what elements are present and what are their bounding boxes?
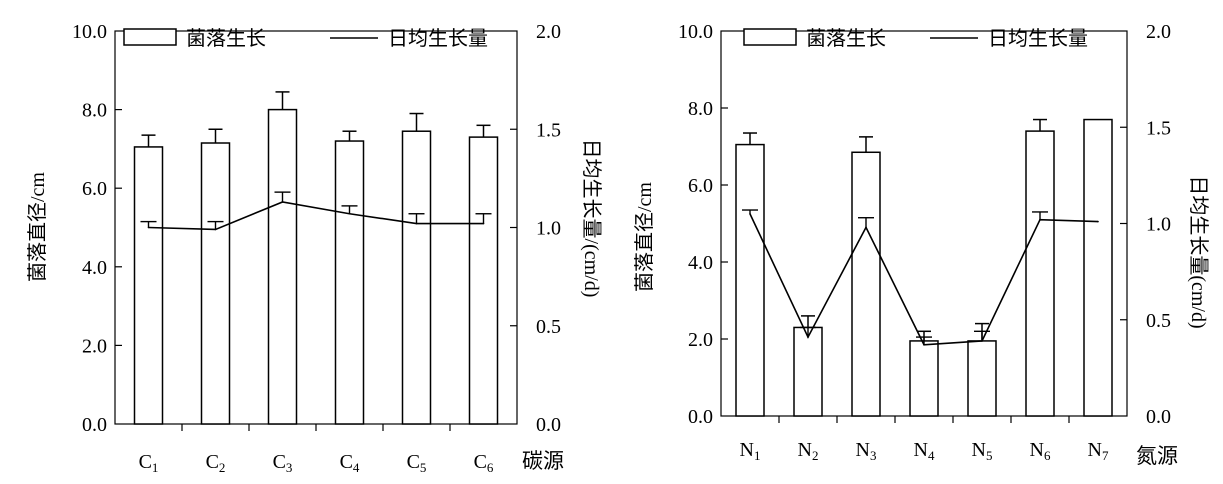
bar-C5 <box>401 130 432 425</box>
x-axis-label: 碳源 <box>522 449 564 473</box>
x-category-label: C4 <box>340 451 360 475</box>
y-right-tick-label: 0.5 <box>1146 310 1171 332</box>
y-tick-label: 0.0 <box>688 406 713 428</box>
x-category-label: N6 <box>1030 439 1051 463</box>
bar-N1 <box>735 143 765 417</box>
x-category-subscript: 6 <box>487 460 494 475</box>
y-right-axis-label: 日均生长量(cm/d) <box>1187 175 1210 328</box>
bar-C1 <box>133 146 164 425</box>
legend-swatch-bar <box>123 28 177 46</box>
y-right-tick-label: 0.0 <box>536 414 561 436</box>
y-tick-label: 2.0 <box>82 335 107 357</box>
x-category-base: N <box>798 439 812 461</box>
x-category-subscript: 1 <box>754 448 761 463</box>
x-category-base: N <box>1088 439 1102 461</box>
bar-C2 <box>200 142 231 425</box>
y-tick-label: 2.0 <box>688 329 713 351</box>
y-axis-label: 菌落直径/cm <box>633 182 656 292</box>
y-right-tick-label: 1.5 <box>1146 117 1171 139</box>
x-category-label: C2 <box>206 451 226 475</box>
y-tick-label: 6.0 <box>82 178 107 200</box>
y-tick-label: 10.0 <box>72 21 107 43</box>
y-right-tick-label: 2.0 <box>536 21 561 43</box>
x-category-subscript: 1 <box>152 460 159 475</box>
bar-C4 <box>334 140 365 425</box>
legend-label-line: 日均生长量 <box>388 27 488 50</box>
y-tick-label: 0.0 <box>82 414 107 436</box>
y-right-tick-label: 1.5 <box>536 119 561 141</box>
x-category-subscript: 6 <box>1044 448 1051 463</box>
y-tick-label: 10.0 <box>678 21 713 43</box>
y-tick-label: 8.0 <box>688 98 713 120</box>
legend-label-bar: 菌落生长 <box>806 27 886 50</box>
bar-N7 <box>1083 118 1113 417</box>
x-category-subscript: 4 <box>353 460 360 475</box>
bar-N4 <box>909 340 939 417</box>
y-right-tick-label: 2.0 <box>1146 21 1171 43</box>
y-right-tick-label: 1.0 <box>1146 214 1171 236</box>
x-category-base: C <box>340 451 353 473</box>
x-axis-label: 氮源 <box>1136 444 1178 468</box>
y-right-tick-label: 1.0 <box>536 218 561 240</box>
x-category-base: C <box>139 451 152 473</box>
x-category-label: N1 <box>740 439 761 463</box>
bar-N6 <box>1025 130 1055 417</box>
bar-N3 <box>851 151 881 417</box>
y-tick-label: 4.0 <box>688 252 713 274</box>
x-category-subscript: 5 <box>986 448 993 463</box>
x-category-base: C <box>407 451 420 473</box>
x-category-base: N <box>740 439 754 461</box>
x-category-label: C3 <box>273 451 293 475</box>
x-category-subscript: 3 <box>870 448 877 463</box>
x-category-base: N <box>914 439 928 461</box>
x-category-label: C5 <box>407 451 427 475</box>
x-category-label: N7 <box>1088 439 1109 463</box>
x-category-label: C6 <box>474 451 494 475</box>
x-category-base: C <box>273 451 286 473</box>
x-category-base: C <box>474 451 487 473</box>
legend-swatch-bar <box>743 28 797 46</box>
y-axis-label: 菌落直径/cm <box>26 172 49 282</box>
bar-N5 <box>967 340 997 417</box>
x-category-subscript: 2 <box>812 448 819 463</box>
y-right-tick-label: 0.0 <box>1146 406 1171 428</box>
y-tick-label: 4.0 <box>82 257 107 279</box>
x-category-label: N4 <box>914 439 935 463</box>
bar-N2 <box>793 326 823 417</box>
legend-label-line: 日均生长量 <box>988 27 1088 50</box>
x-category-subscript: 7 <box>1102 448 1109 463</box>
line-point-N7 <box>1097 220 1099 223</box>
x-category-base: N <box>856 439 870 461</box>
y-right-tick-label: 0.5 <box>536 316 561 338</box>
x-category-subscript: 4 <box>928 448 935 463</box>
y-tick-label: 8.0 <box>82 100 107 122</box>
y-tick-label: 6.0 <box>688 175 713 197</box>
legend-label-bar: 菌落生长 <box>186 27 266 50</box>
line-series-daily-growth <box>148 201 484 231</box>
x-category-subscript: 3 <box>286 460 293 475</box>
x-category-label: N3 <box>856 439 877 463</box>
bar-C3 <box>267 108 298 425</box>
x-category-subscript: 2 <box>219 460 226 475</box>
y-right-axis-label: 日均生长量/(cm/d) <box>580 139 603 298</box>
x-category-label: N5 <box>972 439 993 463</box>
x-category-label: N2 <box>798 439 819 463</box>
x-category-base: N <box>972 439 986 461</box>
bar-C6 <box>468 136 499 425</box>
x-category-base: C <box>206 451 219 473</box>
x-category-subscript: 5 <box>420 460 427 475</box>
x-category-base: N <box>1030 439 1044 461</box>
x-category-label: C1 <box>139 451 159 475</box>
